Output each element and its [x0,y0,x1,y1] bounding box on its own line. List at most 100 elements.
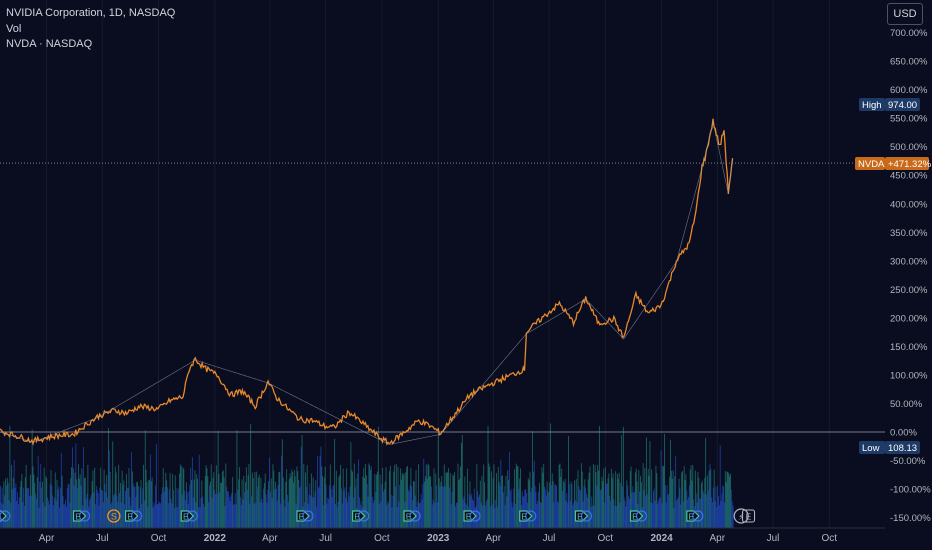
earnings-marker[interactable]: E [686,510,704,522]
volume-bar [107,428,109,528]
volume-bar [376,474,378,528]
earnings-marker[interactable]: E [403,510,421,522]
y-tick-label: 700.00% [890,28,928,39]
earnings-marker[interactable]: E [0,510,11,522]
earnings-marker[interactable]: E [124,510,143,522]
volume-bar [233,503,235,528]
volume-bar [97,493,99,528]
volume-bar [140,480,142,528]
volume-bar [457,463,459,528]
volume-bar [413,481,415,528]
volume-bar [549,482,551,528]
volume-bar [165,472,167,528]
volume-bar [707,490,709,528]
volume-bar [216,493,218,528]
volume-bar [528,480,530,528]
volume-bar [62,495,64,528]
volume-bar [607,478,609,528]
volume-bar [409,485,411,528]
volume-bar [410,467,412,528]
volume-bar [43,467,45,528]
volume-bar [168,489,170,528]
volume-bar [681,472,683,528]
y-tick-label: 650.00% [890,57,928,68]
earnings-marker[interactable]: E [296,510,314,522]
volume-bar [682,501,684,528]
volume-bar [122,484,124,528]
volume-bar [269,457,270,528]
volume-bar [205,465,207,528]
volume-bar [61,475,63,528]
volume-bar [669,476,671,528]
volume-bar [567,502,569,528]
volume-bar [57,489,59,528]
currency-button[interactable]: USD [887,3,923,25]
volume-bar [538,482,540,528]
volume-bar [29,474,31,528]
volume-bar [493,464,495,528]
volume-bar [697,471,699,528]
volume-bar [290,476,292,528]
volume-bar [601,476,603,528]
volume-bar [517,465,519,528]
volume-bar [329,484,330,528]
volume-bar [645,495,647,528]
volume-bar [385,467,387,528]
volume-bar [442,486,444,528]
volume-bar [327,497,329,528]
volume-bar [215,465,217,528]
volume-bar [184,490,186,528]
volume-bar [725,482,727,528]
volume-bar [87,464,89,528]
earnings-dot-icon [130,510,143,522]
volume-bar [392,495,394,528]
volume-bar [104,483,106,528]
volume-bar [197,478,198,528]
volume-bar [142,488,144,528]
volume-bar [231,492,233,528]
volume-bar [413,481,414,528]
volume-bar [287,501,289,528]
volume-bar [660,450,662,528]
legend-volume[interactable]: Vol [6,22,22,35]
volume-bar [23,487,25,528]
volume-bar [668,493,670,528]
earnings-dot-icon [635,510,648,522]
volume-bar [35,498,37,528]
volume-bar [622,486,623,528]
volume-bar [594,464,596,528]
earnings-marker[interactable]: E [72,510,91,522]
volume-bar [292,472,294,528]
legend-compare[interactable]: NVDA · NASDAQ [6,38,93,50]
earnings-label: E [354,512,360,522]
volume-bar [401,473,403,528]
y-tick-label: -150.00% [890,513,931,524]
volume-bar [272,464,274,528]
earnings-marker[interactable]: E [180,510,198,522]
volume-bar [6,477,8,528]
volume-bar [260,477,262,528]
volume-bar [119,492,121,528]
earnings-marker[interactable]: E [352,510,370,522]
volume-bar [281,455,282,528]
earnings-marker[interactable]: E [629,510,648,522]
volume-bar [634,472,636,528]
volume-bar [652,503,653,528]
volume-bar [357,473,359,528]
volume-bar [230,495,232,528]
volume-bar [623,497,625,528]
volume-bar [218,473,220,528]
earnings-marker[interactable]: E [574,510,593,522]
volume-bar [514,503,516,528]
earnings-marker[interactable]: E [519,510,537,522]
dividend-marker[interactable]: S [107,509,121,523]
volume-bar [430,476,432,528]
volume-bar [397,467,399,528]
volume-bar [706,475,708,528]
volume-bar [702,490,704,528]
volume-bar [21,473,23,528]
earnings-marker[interactable]: E [463,510,481,522]
volume-bar [159,502,161,528]
legend-title[interactable]: NVIDIA Corporation, 1D, NASDAQ [6,7,176,19]
